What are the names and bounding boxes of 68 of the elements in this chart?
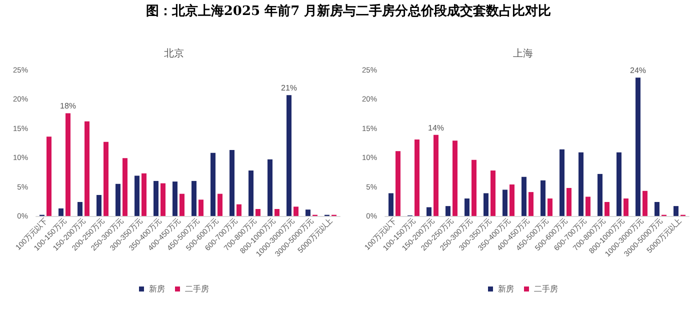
bar [78,202,82,216]
bar [160,183,166,216]
data-label: 14% [428,123,444,132]
data-label: 21% [280,84,298,93]
bar [502,190,508,216]
bar [172,182,178,216]
bar [180,194,184,216]
bar [636,78,640,216]
bar [586,196,590,216]
data-label: 24% [630,66,646,76]
bar [560,149,564,216]
bar [598,174,602,216]
bar [192,180,196,216]
text: 图：北京上海2025 年前7 月新房与二手房分总价段成交套数占比对比 [144,2,552,20]
bar [522,176,526,216]
bar [122,158,128,216]
bar [294,206,298,216]
bar [236,204,242,216]
bar [654,202,660,216]
bar [426,207,432,216]
bar [248,170,254,216]
bar [268,159,272,216]
bar [548,198,552,216]
bar [674,206,678,216]
bar [96,194,102,216]
legend-label: 新房 [498,284,514,294]
bar [616,152,622,216]
bar [642,190,648,216]
bar [446,206,450,216]
bar [464,198,470,216]
bar [198,200,204,216]
bar [490,170,496,216]
data-label: 18% [60,102,76,111]
chart-title: 北京 [164,48,184,60]
bar [142,173,146,216]
bar [116,184,120,216]
bar [66,113,70,216]
bar [566,188,572,216]
bar [604,202,610,216]
bar [134,176,140,216]
bar [218,194,222,216]
bar [540,180,546,216]
bar [154,180,158,216]
bar [624,198,628,216]
bar [256,208,260,216]
bar [306,210,310,216]
legend-label: 二手房 [185,284,209,294]
bar [58,208,64,216]
bar [210,152,216,216]
legend-label: 新房 [149,284,165,294]
bar [396,151,400,216]
bar [388,193,394,216]
bar [452,140,458,216]
bar [230,150,234,216]
bar [414,139,420,216]
bar [578,152,584,216]
bar [528,192,534,216]
legend-label: 二手房 [534,284,558,294]
bar [274,208,280,216]
bar [472,160,476,216]
bar [510,184,514,216]
bar [286,95,292,216]
bar [84,121,90,216]
bar [434,134,438,216]
bar [104,142,108,216]
bar [46,136,52,216]
chart-title: 上海 [513,48,533,60]
bar [484,193,488,216]
